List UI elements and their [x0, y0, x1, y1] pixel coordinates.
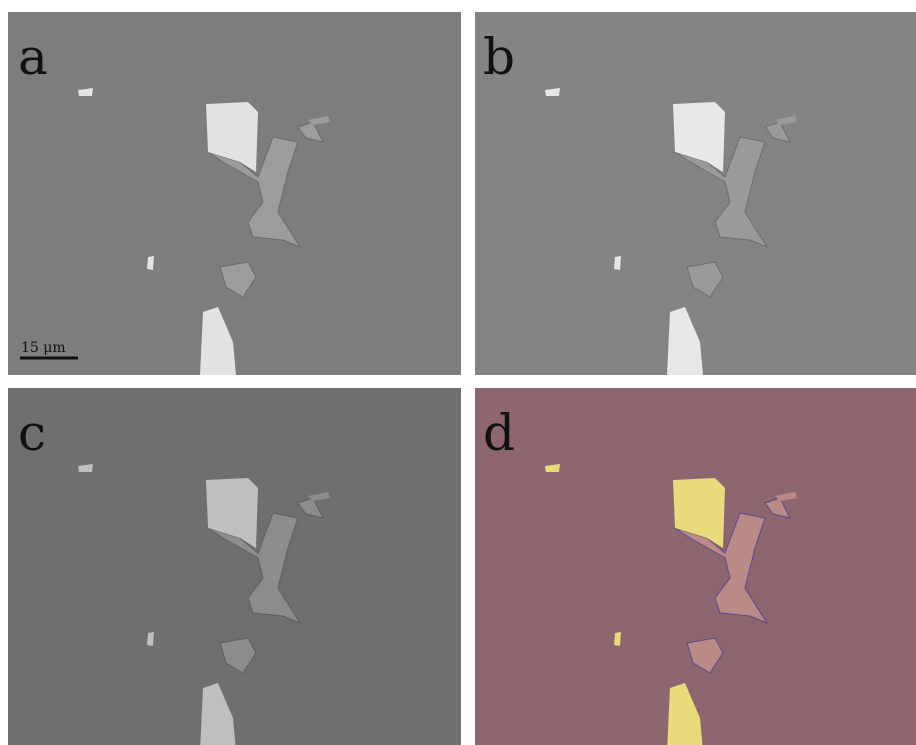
image [475, 388, 916, 745]
panel-label: c [18, 404, 46, 462]
panel-b: b [475, 12, 916, 375]
panel-a: a 15 μm [8, 12, 461, 375]
image [8, 12, 461, 375]
scale-bar-label: 15 μm [21, 340, 66, 356]
page: a 15 μm b c d (() => { const data = JSON… [0, 0, 916, 745]
image [8, 388, 461, 745]
panel-c: c [8, 388, 461, 745]
image [475, 12, 916, 375]
panel-d: d [475, 388, 916, 745]
panel-label: a [18, 28, 48, 86]
panel-label: d [483, 404, 515, 462]
figure: a 15 μm b c d [0, 0, 916, 745]
panel-label: b [483, 28, 515, 86]
